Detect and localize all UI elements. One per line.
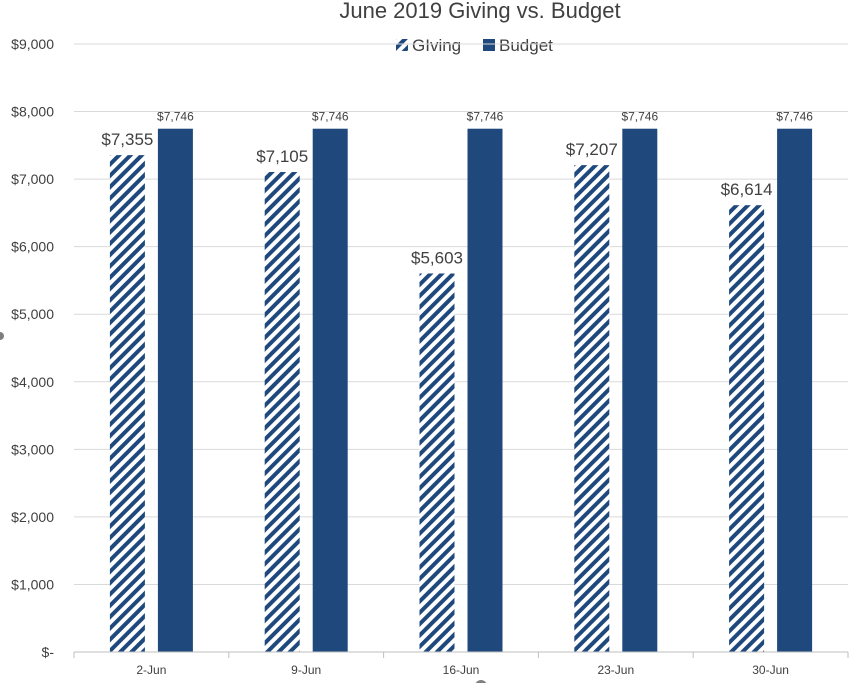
data-label-budget: $7,746 <box>467 110 504 124</box>
y-tick-label: $5,000 <box>11 306 54 322</box>
data-label-budget: $7,746 <box>621 110 658 124</box>
bar-giving <box>729 205 765 652</box>
legend-label-giving: GIving <box>412 36 461 55</box>
bar-budget <box>777 128 813 652</box>
data-label-giving: $7,355 <box>101 130 153 149</box>
y-tick-label: $- <box>42 644 55 660</box>
x-tick-label: 16-Jun <box>443 663 480 677</box>
y-tick-label: $4,000 <box>11 374 54 390</box>
y-tick-label: $1,000 <box>11 576 54 592</box>
data-label-giving: $5,603 <box>411 248 463 267</box>
legend: GIving Budget <box>396 36 553 55</box>
data-labels: $7,355 $7,746 $7,105 $7,746 $5,603 $7,746 $7,2… <box>101 110 813 268</box>
bar-giving <box>264 172 300 653</box>
y-tick-label: $9,000 <box>11 36 54 52</box>
data-label-budget: $7,746 <box>776 110 813 124</box>
legend-swatch-giving <box>396 39 408 51</box>
y-tick-label: $6,000 <box>11 239 54 255</box>
x-tick-label: 9-Jun <box>291 663 321 677</box>
data-label-budget: $7,746 <box>312 110 349 124</box>
y-tick-label: $3,000 <box>11 441 54 457</box>
y-tick-label: $7,000 <box>11 171 54 187</box>
y-tick-label: $8,000 <box>11 104 54 120</box>
x-axis: 2-Jun 9-Jun 16-Jun 23-Jun 30-Jun <box>73 651 849 677</box>
legend-label-budget: Budget <box>499 36 553 55</box>
data-label-giving: $7,207 <box>566 140 618 159</box>
y-axis: $- $1,000 $2,000 $3,000 $4,000 $5,000 $6,000 $7… <box>11 36 54 660</box>
bar-giving <box>419 273 455 652</box>
data-label-budget: $7,746 <box>157 110 194 124</box>
bar-giving <box>574 165 610 652</box>
gridlines <box>74 43 848 585</box>
bottom-edge-marker <box>475 680 487 683</box>
bar-budget <box>467 128 503 652</box>
bar-giving <box>109 155 145 652</box>
bar-budget <box>312 128 348 652</box>
chart-title: June 2019 Giving vs. Budget <box>339 0 620 23</box>
bars <box>109 128 813 653</box>
bar-budget <box>157 128 193 652</box>
left-edge-marker <box>0 332 4 340</box>
x-tick-label: 23-Jun <box>597 663 634 677</box>
data-label-giving: $7,105 <box>256 147 308 166</box>
legend-swatch-budget <box>483 39 495 51</box>
y-tick-label: $2,000 <box>11 509 54 525</box>
bar-budget <box>622 128 658 652</box>
x-tick-label: 30-Jun <box>752 663 789 677</box>
x-tick-label: 2-Jun <box>136 663 166 677</box>
data-label-giving: $6,614 <box>721 180 773 199</box>
